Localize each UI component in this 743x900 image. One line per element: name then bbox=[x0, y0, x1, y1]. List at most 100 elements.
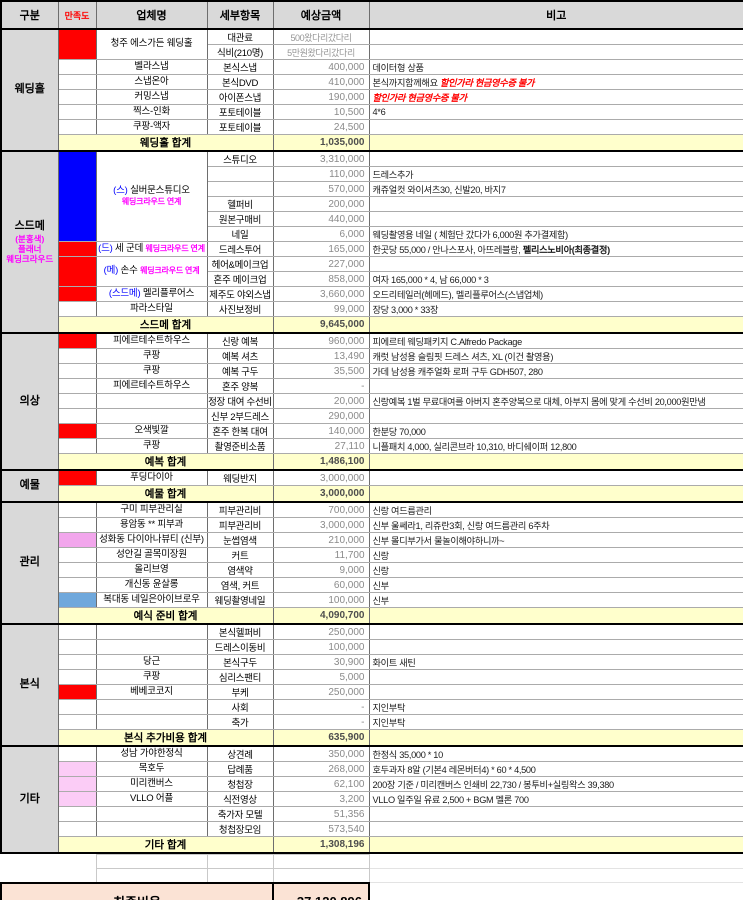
item-cell[interactable]: 상견례 bbox=[206, 745, 274, 762]
header-satisfaction[interactable]: 만족도 bbox=[57, 0, 97, 30]
item-cell[interactable]: 답례품 bbox=[206, 761, 274, 777]
satisfaction-cell[interactable] bbox=[57, 699, 97, 715]
item-cell[interactable]: 커트 bbox=[206, 547, 274, 563]
item-cell[interactable] bbox=[206, 166, 274, 182]
amount-cell[interactable]: 100,000 bbox=[272, 592, 370, 608]
note-cell[interactable] bbox=[368, 469, 743, 486]
section-total-label[interactable]: 예복 합계 bbox=[57, 453, 274, 471]
amount-cell[interactable]: - bbox=[272, 714, 370, 730]
section-total-label[interactable]: 예물 합계 bbox=[57, 485, 274, 503]
vendor-cell[interactable]: 벨라스냅 bbox=[95, 59, 208, 75]
note-cell[interactable]: 캐쥬얼컷 와이셔츠30, 신발20, 바지7 bbox=[368, 181, 743, 197]
item-cell[interactable]: 원본구매비 bbox=[206, 211, 274, 227]
header-amount[interactable]: 예상금액 bbox=[272, 0, 370, 30]
vendor-cell[interactable]: 쿠팡 bbox=[95, 348, 208, 364]
amount-cell[interactable]: - bbox=[272, 378, 370, 394]
amount-cell[interactable]: 960,000 bbox=[272, 332, 370, 349]
amount-cell[interactable]: 27,110 bbox=[272, 438, 370, 454]
amount-cell[interactable]: 10,500 bbox=[272, 104, 370, 120]
note-cell[interactable] bbox=[368, 639, 743, 655]
satisfaction-cell[interactable] bbox=[57, 639, 97, 655]
vendor-cell[interactable]: 쿠팡 bbox=[95, 669, 208, 685]
note-cell[interactable] bbox=[368, 821, 743, 837]
section-total-label[interactable]: 스드메 합계 bbox=[57, 316, 274, 334]
vendor-cell[interactable]: 올리브영 bbox=[95, 562, 208, 578]
item-cell[interactable]: 청첩장모임 bbox=[206, 821, 274, 837]
amount-cell[interactable]: 400,000 bbox=[272, 59, 370, 75]
satisfaction-cell[interactable] bbox=[57, 28, 97, 60]
vendor-cell[interactable]: 성남 가야한정식 bbox=[95, 745, 208, 762]
satisfaction-cell[interactable] bbox=[57, 501, 97, 518]
note-cell[interactable]: 신부 bbox=[368, 592, 743, 608]
vendor-cell[interactable] bbox=[95, 806, 208, 822]
note-cell[interactable]: 여자 165,000 * 4, 남 66,000 * 3 bbox=[368, 271, 743, 287]
amount-cell[interactable]: 5만원왔다리갔다리 bbox=[272, 44, 370, 60]
amount-cell[interactable]: 210,000 bbox=[272, 532, 370, 548]
item-cell[interactable]: 혼주 양복 bbox=[206, 378, 274, 394]
note-cell[interactable]: 신랑 bbox=[368, 562, 743, 578]
amount-cell[interactable]: 573,540 bbox=[272, 821, 370, 837]
vendor-cell[interactable]: 쿠팡 bbox=[95, 363, 208, 379]
satisfaction-cell[interactable] bbox=[57, 592, 97, 608]
section-total-amount[interactable]: 1,486,100 bbox=[272, 453, 370, 471]
note-cell[interactable]: 피에르테 웨딩패키지 C.Alfredo Package bbox=[368, 332, 743, 349]
amount-cell[interactable]: 268,000 bbox=[272, 761, 370, 777]
note-cell[interactable]: 한분당 70,000 bbox=[368, 423, 743, 439]
amount-cell[interactable]: 11,700 bbox=[272, 547, 370, 563]
section-total-label[interactable]: 본식 추가비용 합계 bbox=[57, 729, 274, 747]
amount-cell[interactable]: 6,000 bbox=[272, 226, 370, 242]
amount-cell[interactable]: 3,000,000 bbox=[272, 469, 370, 486]
note-cell[interactable]: 신부 울쎄라1, 리쥬란3회, 신랑 여드름관리 6주차 bbox=[368, 517, 743, 533]
item-cell[interactable]: 염색약 bbox=[206, 562, 274, 578]
amount-cell[interactable]: 290,000 bbox=[272, 408, 370, 424]
vendor-cell[interactable]: 커밍스냅 bbox=[95, 89, 208, 105]
item-cell[interactable]: 네일 bbox=[206, 226, 274, 242]
amount-cell[interactable]: 24,500 bbox=[272, 119, 370, 135]
satisfaction-cell[interactable] bbox=[57, 408, 97, 424]
grand-total-amount[interactable]: 37,120,896 bbox=[272, 881, 370, 900]
note-cell[interactable]: 오드리테일러(헤메드), 멜리플루어스(스냅업체) bbox=[368, 286, 743, 302]
header-note[interactable]: 비고 bbox=[368, 0, 743, 30]
satisfaction-cell[interactable] bbox=[57, 469, 97, 486]
note-cell[interactable] bbox=[368, 196, 743, 212]
satisfaction-cell[interactable] bbox=[57, 562, 97, 578]
note-cell[interactable]: 한곳당 55,000 / 안나스포사, 아뜨레블랑, 펠리스노비아(최종결정) bbox=[368, 241, 743, 257]
satisfaction-cell[interactable] bbox=[57, 119, 97, 135]
amount-cell[interactable]: 5,000 bbox=[272, 669, 370, 685]
satisfaction-cell[interactable] bbox=[57, 654, 97, 670]
note-cell[interactable]: 신랑 여드름관리 bbox=[368, 501, 743, 518]
item-cell[interactable]: 식전영상 bbox=[206, 791, 274, 807]
category-cell[interactable]: 관리 bbox=[0, 501, 59, 625]
amount-cell[interactable]: 410,000 bbox=[272, 74, 370, 90]
note-cell[interactable]: 화이트 새틴 bbox=[368, 654, 743, 670]
amount-cell[interactable]: 3,000,000 bbox=[272, 517, 370, 533]
note-cell[interactable] bbox=[368, 623, 743, 640]
vendor-cell[interactable]: 성화동 다이아나뷰티 (신부) bbox=[95, 532, 208, 548]
satisfaction-cell[interactable] bbox=[57, 104, 97, 120]
vendor-cell[interactable]: 당근 bbox=[95, 654, 208, 670]
item-cell[interactable]: 예복 셔츠 bbox=[206, 348, 274, 364]
amount-cell[interactable]: 440,000 bbox=[272, 211, 370, 227]
category-cell[interactable]: 스드메 (분홍색) 플래너 웨딩크라우드 bbox=[0, 150, 59, 334]
satisfaction-cell[interactable] bbox=[57, 256, 97, 287]
amount-cell[interactable]: 858,000 bbox=[272, 271, 370, 287]
amount-cell[interactable]: 165,000 bbox=[272, 241, 370, 257]
item-cell[interactable]: 본식DVD bbox=[206, 74, 274, 90]
vendor-cell[interactable]: 오색빛깔 bbox=[95, 423, 208, 439]
satisfaction-cell[interactable] bbox=[57, 89, 97, 105]
vendor-cell[interactable]: 성안길 골목미장원 bbox=[95, 547, 208, 563]
note-cell[interactable]: 4*6 bbox=[368, 104, 743, 120]
satisfaction-cell[interactable] bbox=[57, 332, 97, 349]
amount-cell[interactable]: 350,000 bbox=[272, 745, 370, 762]
vendor-cell[interactable] bbox=[95, 408, 208, 424]
item-cell[interactable]: 스튜디오 bbox=[206, 150, 274, 167]
note-cell[interactable]: 데이터형 상품 bbox=[368, 59, 743, 75]
note-cell[interactable]: 장당 3,000 * 33장 bbox=[368, 301, 743, 317]
amount-cell[interactable]: 60,000 bbox=[272, 577, 370, 593]
vendor-cell[interactable]: 청주 에스가든 웨딩홀 bbox=[95, 28, 208, 60]
note-cell[interactable]: 신랑예복 1벌 무료대여를 아버지 혼주양복으로 대체, 아부지 몸에 맞게 수… bbox=[368, 393, 743, 409]
note-cell[interactable]: 200장 기준 / 미리캔버스 인쇄비 22,730 / 봉투비+실링왁스 39… bbox=[368, 776, 743, 792]
item-cell[interactable]: 정장 대여 수선비 bbox=[206, 393, 274, 409]
note-cell[interactable]: 지인부탁 bbox=[368, 699, 743, 715]
item-cell[interactable]: 혼주 한복 대여 bbox=[206, 423, 274, 439]
